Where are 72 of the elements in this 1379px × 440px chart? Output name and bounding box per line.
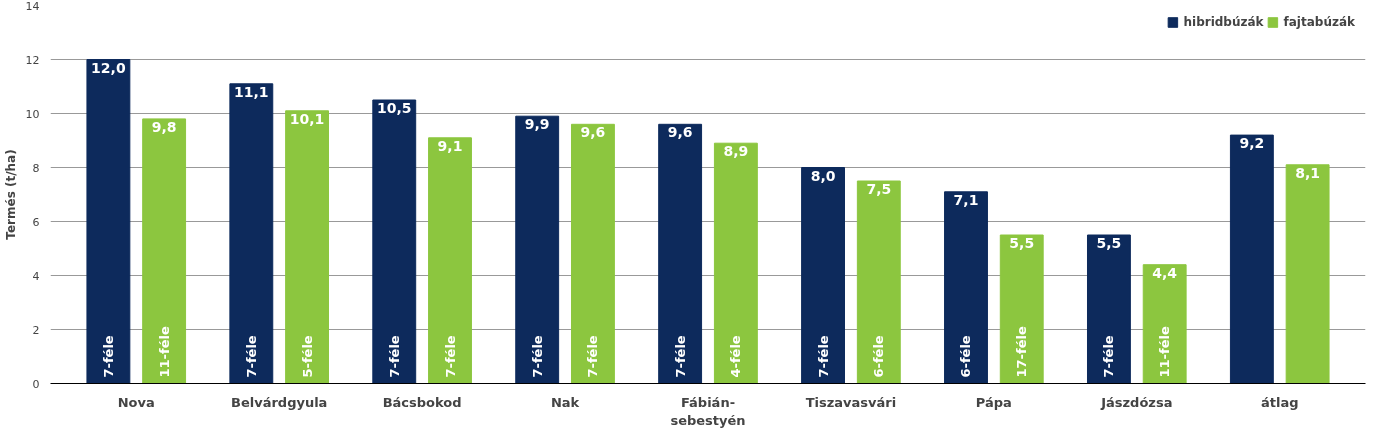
data-label: 8,0 xyxy=(810,167,836,184)
annotation: 7-féle xyxy=(815,335,831,378)
legend-label: hibridbúzák xyxy=(1183,15,1264,29)
x-tick-label: Tiszavasvári xyxy=(805,394,897,410)
data-label: 12,0 xyxy=(91,59,126,76)
annotation: 17-féle xyxy=(1014,326,1030,378)
data-label: 8,9 xyxy=(723,143,749,160)
bar xyxy=(515,115,560,384)
x-tick-label: Jászdózsa xyxy=(1100,394,1173,410)
bar xyxy=(1285,164,1330,384)
bar xyxy=(944,191,988,384)
annotation: 7-féle xyxy=(529,335,545,378)
bar xyxy=(658,123,703,384)
x-tick-label: Fábián- sebestyén xyxy=(670,394,746,428)
y-tick-label: 8 xyxy=(32,161,40,175)
y-tick-label: 14 xyxy=(25,0,40,13)
bar xyxy=(856,180,901,384)
annotation: 11-féle xyxy=(156,326,172,378)
annotation: 7-féle xyxy=(672,335,688,378)
data-label: 5,5 xyxy=(1096,235,1122,251)
bar xyxy=(1142,264,1187,384)
bar xyxy=(372,99,417,384)
data-label: 9,8 xyxy=(151,118,177,135)
bar xyxy=(999,234,1044,384)
x-tick-label: Nova xyxy=(117,394,155,410)
annotation: 7-féle xyxy=(442,335,458,378)
y-tick-label: 10 xyxy=(25,107,40,121)
data-label: 8,1 xyxy=(1295,164,1321,181)
bar xyxy=(142,118,187,384)
bar xyxy=(428,137,472,384)
data-label: 9,6 xyxy=(580,124,606,141)
y-axis-title: Termés (t/ha) xyxy=(3,149,18,240)
x-tick-label: Bácsbokod xyxy=(382,394,462,410)
x-tick-label: átlag xyxy=(1260,394,1299,410)
annotation: 7-féle xyxy=(386,335,402,378)
annotation: 5-féle xyxy=(299,335,315,378)
data-label: 11,1 xyxy=(234,83,269,100)
bar xyxy=(285,110,330,384)
x-tick-label: Nak xyxy=(550,394,580,410)
annotation: 7-féle xyxy=(1101,335,1117,378)
data-label: 9,1 xyxy=(437,137,463,154)
data-label: 9,9 xyxy=(524,116,550,133)
data-label: 7,1 xyxy=(953,191,979,208)
bar xyxy=(571,123,615,384)
data-label: 7,5 xyxy=(866,181,892,197)
data-label: 5,5 xyxy=(1009,235,1035,251)
annotation: 6-féle xyxy=(958,335,974,378)
data-label: 4,4 xyxy=(1152,264,1178,281)
y-tick-label: 0 xyxy=(32,377,40,391)
bar xyxy=(1086,234,1131,384)
annotation: 7-féle xyxy=(585,335,601,378)
y-tick-label: 4 xyxy=(32,269,40,283)
x-tick-label: Belvárdgyula xyxy=(230,394,328,410)
y-tick-label: 2 xyxy=(32,323,40,337)
bar xyxy=(86,59,131,384)
bar xyxy=(229,83,274,384)
annotation: 7-féle xyxy=(100,335,116,378)
annotation: 6-féle xyxy=(871,335,887,378)
x-tick-label: Pápa xyxy=(975,394,1012,410)
data-label: 10,5 xyxy=(376,100,412,116)
annotation: 11-féle xyxy=(1157,326,1173,378)
legend-label: fajtabúzák xyxy=(1283,15,1355,29)
y-tick-label: 6 xyxy=(32,215,40,229)
y-tick-label: 12 xyxy=(25,53,40,67)
data-label: 9,6 xyxy=(667,124,693,141)
bar xyxy=(801,167,845,384)
annotation: 4-féle xyxy=(728,335,744,378)
annotation: 7-féle xyxy=(243,335,259,378)
data-label: 9,2 xyxy=(1239,135,1265,152)
bar xyxy=(1229,134,1274,384)
bar xyxy=(713,142,758,384)
data-label: 10,1 xyxy=(289,110,325,127)
